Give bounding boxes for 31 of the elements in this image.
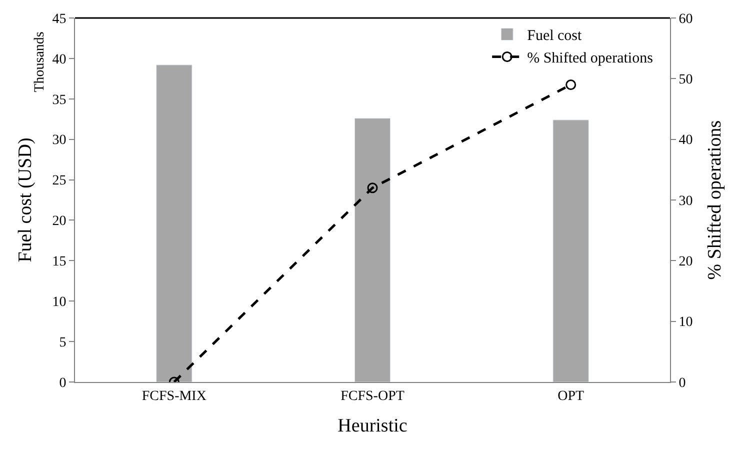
- point: [566, 79, 576, 90]
- y2-tick-label: 50: [678, 72, 693, 88]
- y2-tick-label: 30: [678, 194, 693, 209]
- y2-axis-title: % Shifted operations: [704, 120, 726, 280]
- y-axis-title: Fuel cost (USD): [15, 138, 36, 262]
- y-tick-label: 45: [52, 12, 66, 27]
- x-axis-title: Heuristic: [338, 416, 408, 437]
- y-tick-label: 40: [52, 52, 66, 68]
- text: Thousands: [32, 32, 48, 92]
- bar: [354, 118, 391, 382]
- y2-tick-label: 10: [678, 315, 693, 330]
- legend-label: Fuel cost: [527, 28, 583, 44]
- x-tick-label: FCFS-OPT: [340, 388, 405, 404]
- y-tick-label: 5: [59, 335, 66, 350]
- x-tick-label: FCFS-MIX: [142, 388, 206, 404]
- y-tick-label: 15: [52, 254, 66, 270]
- y2-tick-label: 40: [678, 133, 693, 148]
- y-tick-label: 0: [59, 376, 66, 391]
- y-tick-label: 35: [52, 92, 66, 108]
- legend-label: % Shifted operations: [527, 50, 654, 67]
- y-tick-label: 10: [52, 295, 66, 310]
- bar: [156, 64, 192, 382]
- bar: [552, 120, 589, 382]
- y-tick-label: 20: [52, 214, 66, 230]
- y2-tick-label: 20: [678, 254, 693, 270]
- x-tick-label: OPT: [558, 388, 584, 404]
- y-tick-label: 30: [52, 133, 66, 148]
- point: [367, 182, 378, 194]
- y2-tick-label: 0: [678, 376, 686, 391]
- y2-tick-label: 60: [678, 12, 693, 27]
- y-tick-label: 25: [52, 174, 66, 189]
